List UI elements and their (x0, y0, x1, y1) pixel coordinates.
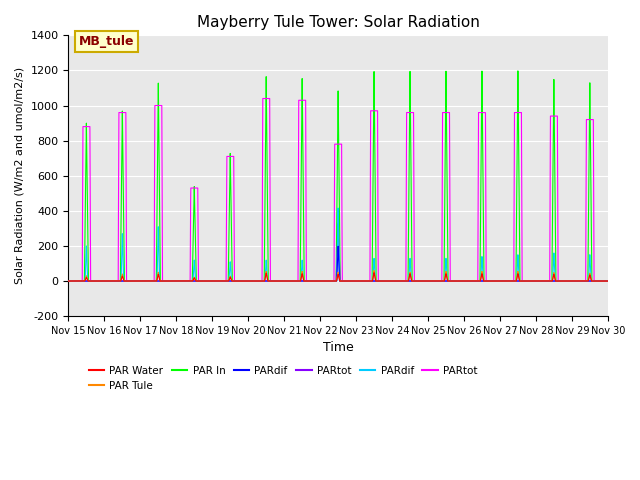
Legend: PAR Water, PAR Tule, PAR In, PARdif, PARtot, PARdif, PARtot: PAR Water, PAR Tule, PAR In, PARdif, PAR… (84, 361, 482, 395)
X-axis label: Time: Time (323, 341, 353, 354)
Y-axis label: Solar Radiation (W/m2 and umol/m2/s): Solar Radiation (W/m2 and umol/m2/s) (15, 67, 25, 284)
Text: MB_tule: MB_tule (79, 35, 134, 48)
Title: Mayberry Tule Tower: Solar Radiation: Mayberry Tule Tower: Solar Radiation (196, 15, 479, 30)
